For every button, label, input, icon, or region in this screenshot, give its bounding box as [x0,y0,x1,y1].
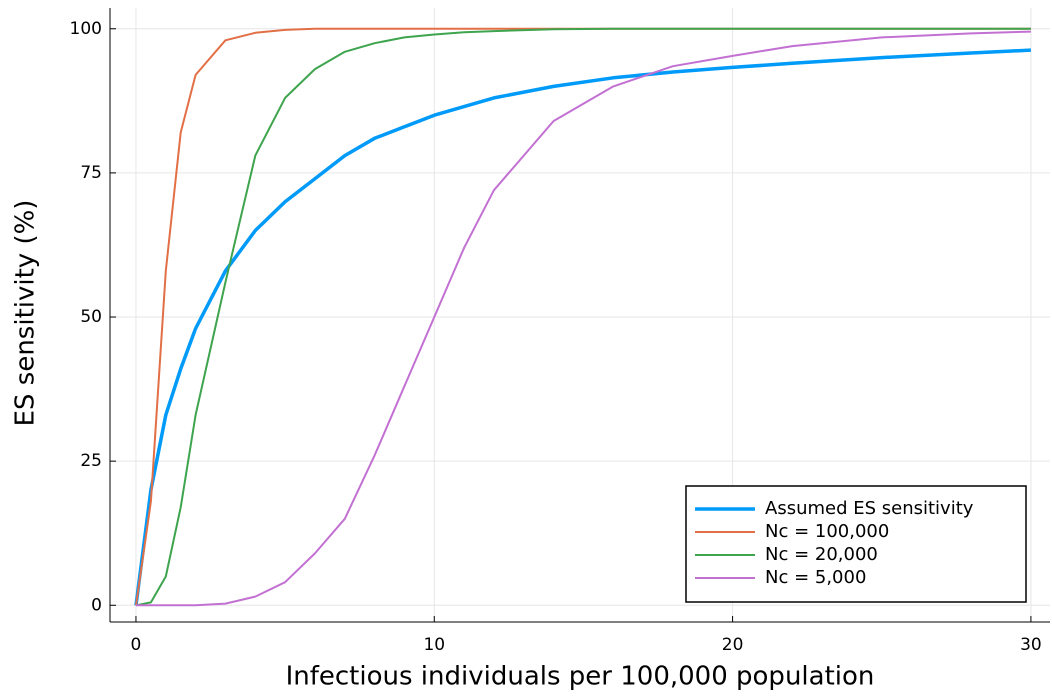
legend-label: Nc = 5,000 [765,567,866,588]
x-tick-label: 20 [722,635,744,655]
y-tick-label: 0 [91,595,102,615]
legend-label: Assumed ES sensitivity [765,498,974,519]
y-axis-label: ES sensitivity (%) [11,200,41,427]
y-tick-label: 100 [70,19,102,39]
x-tick-label: 0 [131,635,142,655]
legend-box [685,485,1027,603]
legend-label: Nc = 20,000 [765,544,878,565]
legend-label: Nc = 100,000 [765,521,889,542]
line [136,30,1031,607]
x-tick-label: 30 [1020,635,1042,655]
y-tick-label: 50 [80,307,102,327]
line [134,48,1031,606]
x-tick-label: 10 [423,635,445,655]
y-tick-label: 25 [80,451,102,471]
line [135,27,1031,607]
y-tick-label: 75 [80,163,102,183]
x-axis-label: Infectious individuals per 100,000 popul… [286,662,875,692]
